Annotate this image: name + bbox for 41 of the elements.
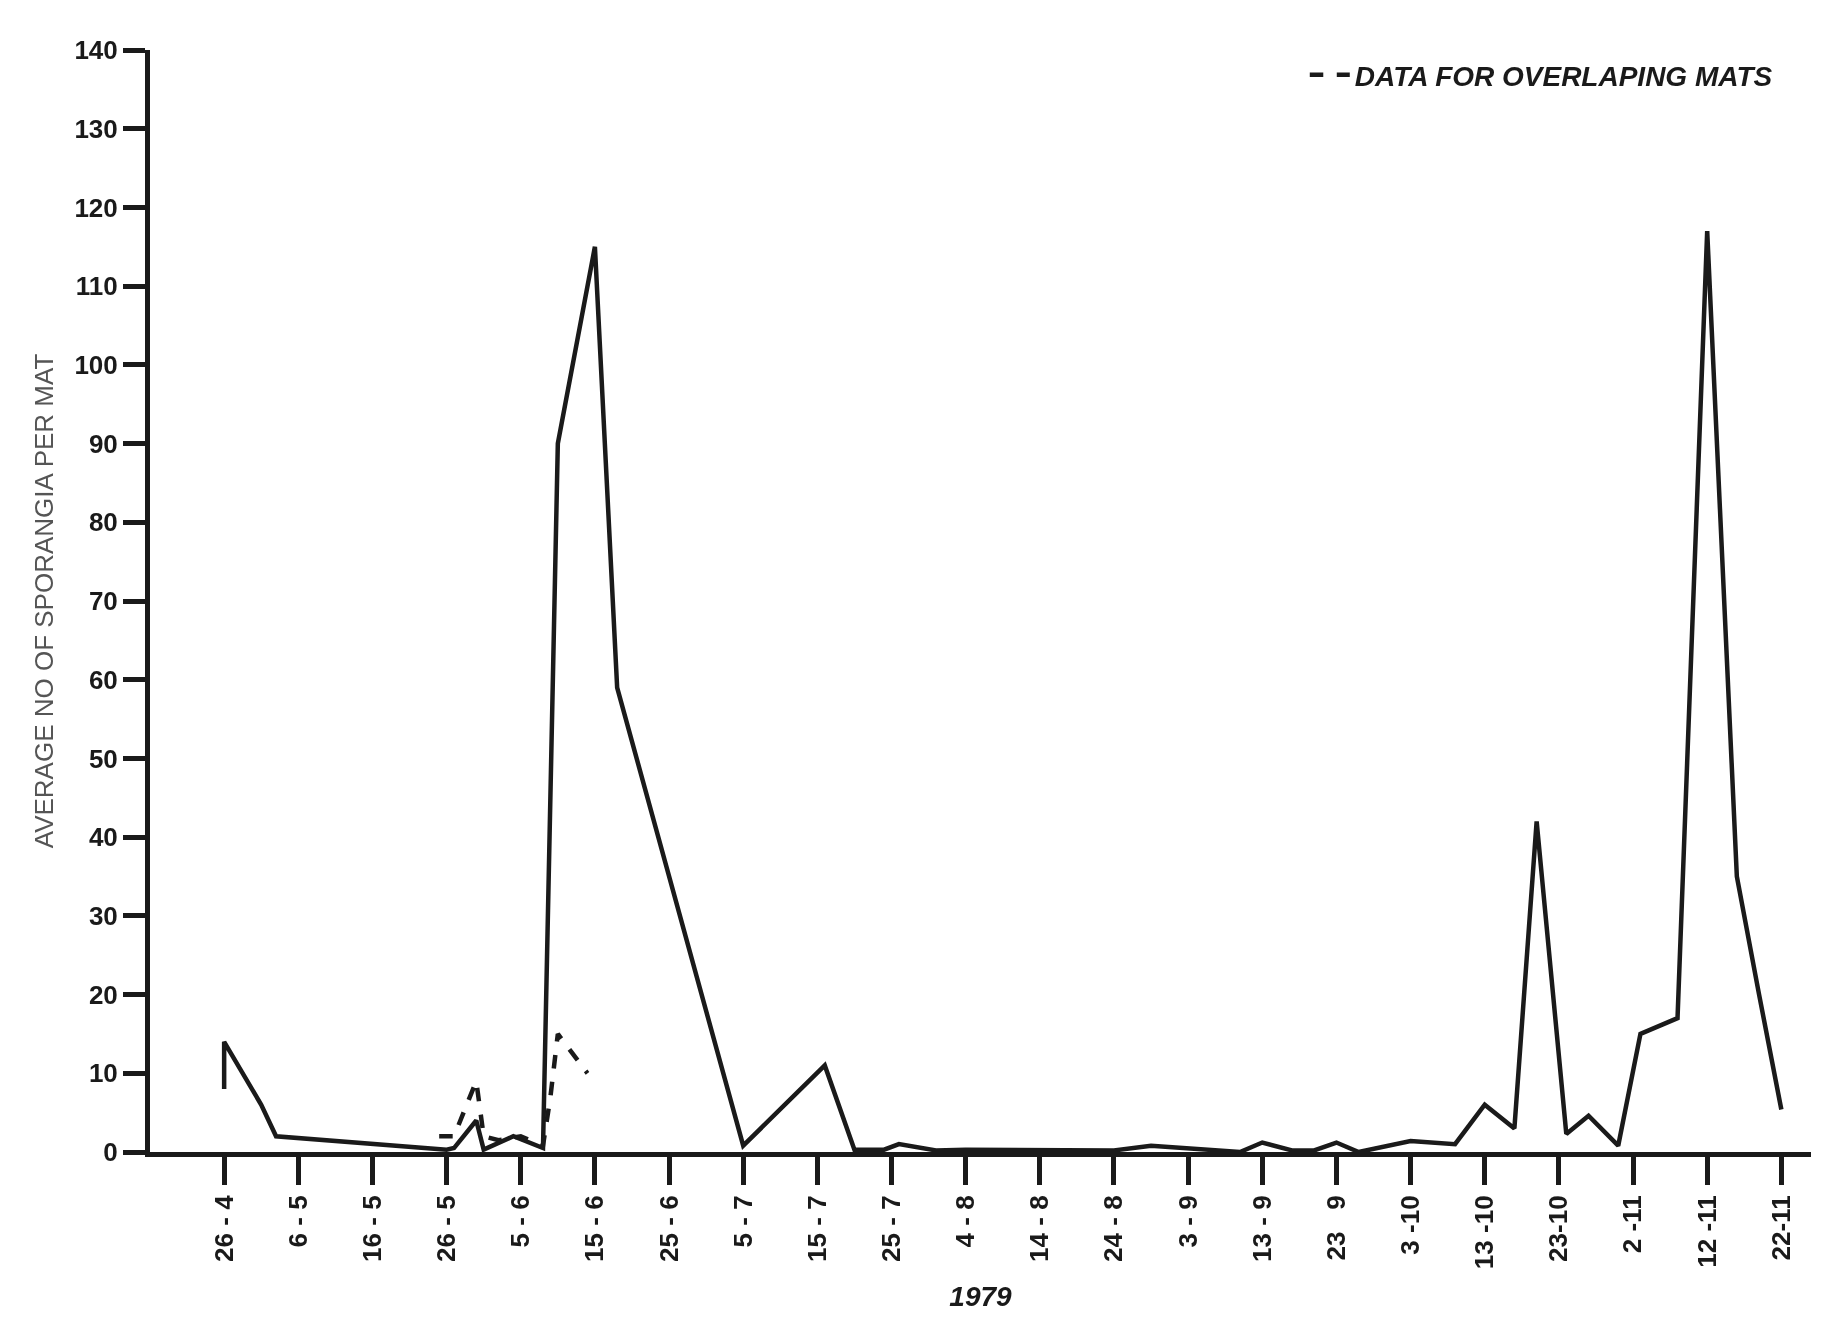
y-tick-label: 140 xyxy=(74,35,118,66)
y-tick-label: 80 xyxy=(88,507,118,538)
x-tick-label: 2 -11 xyxy=(1617,1195,1648,1254)
x-tick-label: 5 - 7 xyxy=(727,1195,758,1248)
x-tick-label: 23-10 xyxy=(1543,1195,1574,1262)
x-tick-label: 6 - 5 xyxy=(282,1195,313,1248)
x-tick-label: 16 - 5 xyxy=(356,1195,387,1262)
x-tick-label: 14 - 8 xyxy=(1024,1195,1055,1262)
x-tick-label: 26 - 4 xyxy=(208,1194,239,1262)
x-tick-label: 4 - 8 xyxy=(950,1195,981,1248)
x-tick-label: 12 -11 xyxy=(1691,1195,1722,1268)
x-tick-label: 15 - 7 xyxy=(801,1195,832,1262)
y-tick-label: 30 xyxy=(88,900,118,931)
x-tick-label: 25 - 7 xyxy=(875,1195,906,1262)
y-axis-title: AVERAGE NO OF SPORANGIA PER MAT xyxy=(28,353,59,849)
x-tick-label: 23 9 xyxy=(1320,1195,1351,1261)
y-tick-label: 110 xyxy=(75,271,118,302)
y-tick-label: 90 xyxy=(88,428,118,459)
legend-label: DATA FOR OVERLAPING MATS xyxy=(1354,60,1773,92)
x-tick-label: 3 -10 xyxy=(1395,1195,1426,1255)
x-tick-label: 13 -10 xyxy=(1469,1195,1500,1270)
x-axis-title: 1979 xyxy=(949,1281,1013,1313)
y-tick-label: 40 xyxy=(88,822,118,853)
y-tick-label: 120 xyxy=(74,192,118,223)
y-tick-label: 50 xyxy=(88,743,118,774)
x-tick-label: 13 - 9 xyxy=(1246,1195,1277,1262)
x-tick-label: 5 - 6 xyxy=(505,1195,536,1248)
y-tick-label: 10 xyxy=(88,1058,118,1089)
x-tick-label: 24 - 8 xyxy=(1098,1195,1129,1262)
y-tick-label: 130 xyxy=(74,113,118,144)
y-tick-label: 0 xyxy=(103,1137,118,1168)
x-tick-label: 25 - 6 xyxy=(653,1195,684,1262)
x-tick-label: 15 - 6 xyxy=(579,1195,610,1262)
y-tick-label: 100 xyxy=(74,349,118,380)
x-tick-label: 26 - 5 xyxy=(431,1195,462,1262)
y-tick-label: 70 xyxy=(88,586,118,617)
line-series xyxy=(436,1031,590,1148)
y-tick-label: 20 xyxy=(88,979,118,1010)
y-tick-label: 60 xyxy=(88,664,118,695)
x-tick-label: 3 - 9 xyxy=(1172,1195,1203,1248)
x-tick-label: 22-11 xyxy=(1765,1195,1796,1261)
